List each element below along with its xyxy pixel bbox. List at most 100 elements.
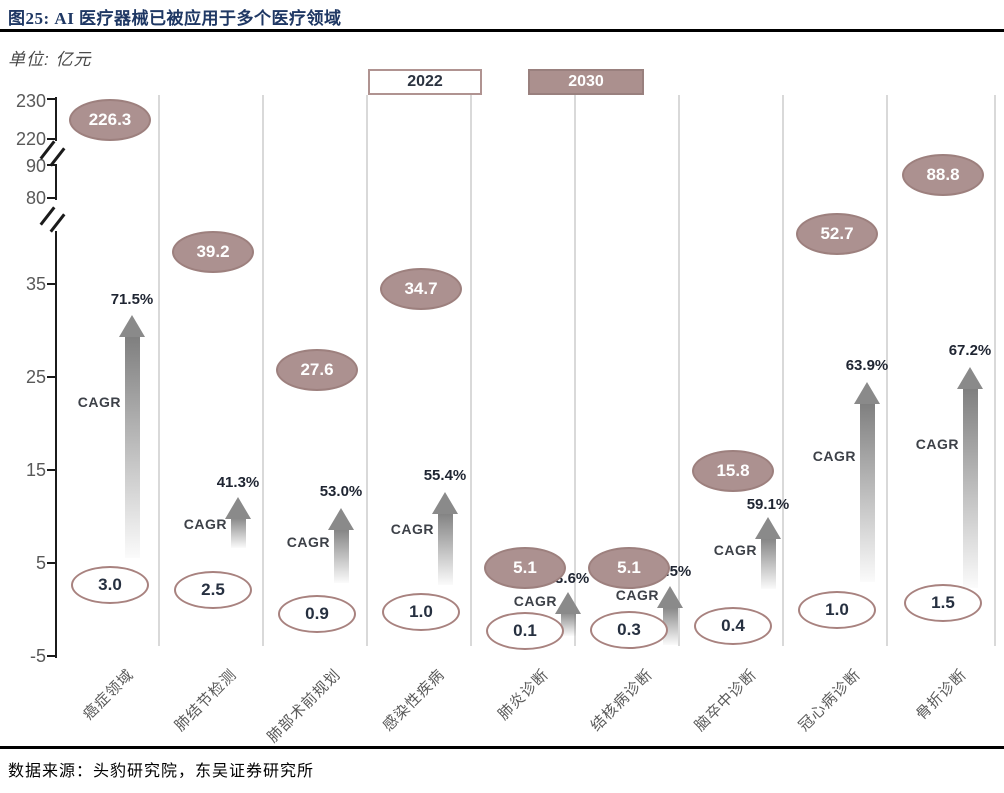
- y-axis-tick: [47, 98, 56, 100]
- value-oval-2030: 27.6: [276, 349, 358, 391]
- category-label: 脑卒中诊断: [691, 666, 761, 735]
- y-tick-label: 220: [15, 129, 46, 149]
- cagr-arrow-head: [328, 508, 354, 530]
- cagr-arrow-shaft: [231, 515, 246, 548]
- cagr-arrow-head: [225, 497, 251, 519]
- figure-title: 图25: AI 医疗器械已被应用于多个医疗领域: [8, 9, 342, 28]
- y-axis-tick: [47, 138, 56, 140]
- cagr-label: CAGR: [77, 394, 121, 410]
- value-oval-2022: 0.4: [694, 607, 772, 645]
- cagr-arrow-shaft: [125, 333, 140, 558]
- y-axis-tick: [47, 469, 56, 471]
- source-note: 数据来源：头豹研究院，东吴证券研究所: [8, 763, 315, 780]
- column-separator: [262, 95, 264, 646]
- cagr-arrow-shaft: [963, 385, 978, 588]
- column-separator: [574, 95, 576, 646]
- axis-break-mark: [49, 147, 66, 167]
- value-oval-2030: 226.3: [69, 99, 151, 141]
- category-label: 肺部术前规划: [264, 666, 345, 747]
- axis-break-mark: [39, 206, 56, 226]
- cagr-label: CAGR: [713, 542, 757, 558]
- value-oval-2030: 5.1: [484, 547, 566, 589]
- cagr-percent-label: 63.9%: [845, 357, 889, 374]
- y-axis-tick: [47, 376, 56, 378]
- category-label: 冠心病诊断: [795, 666, 865, 735]
- column-separator: [782, 95, 784, 646]
- cagr-arrow-head: [657, 586, 683, 608]
- y-axis-line: [55, 231, 57, 658]
- column-separator: [158, 95, 160, 646]
- value-oval-2022: 0.1: [486, 612, 564, 650]
- cagr-arrow-head: [755, 517, 781, 539]
- value-oval-2022: 1.5: [904, 584, 982, 622]
- category-label: 肺结节检测: [171, 666, 241, 735]
- value-oval-2022: 0.9: [278, 595, 356, 633]
- y-axis-line: [55, 97, 57, 141]
- cagr-arrow-shaft: [761, 535, 776, 589]
- cagr-label: CAGR: [812, 448, 856, 464]
- cagr-percent-label: 67.2%: [948, 342, 992, 359]
- cagr-percent-label: 55.4%: [423, 467, 467, 484]
- cagr-arrow-shaft: [561, 610, 576, 636]
- legend-item-2030: 2030: [528, 69, 644, 95]
- y-tick-label: 25: [25, 367, 46, 387]
- cagr-percent-label: 71.5%: [110, 291, 154, 308]
- cagr-label: CAGR: [286, 534, 330, 550]
- value-oval-2030: 39.2: [172, 231, 254, 273]
- y-tick-label: -5: [29, 646, 46, 666]
- axis-break-mark: [49, 213, 66, 233]
- cagr-arrow-head: [957, 367, 983, 389]
- value-oval-2022: 2.5: [174, 571, 252, 609]
- y-tick-label: 35: [25, 274, 46, 294]
- footer-divider: [0, 746, 1004, 749]
- cagr-arrow-head: [119, 315, 145, 337]
- y-axis-tick: [47, 197, 56, 199]
- cagr-percent-label: 41.3%: [216, 474, 260, 491]
- column-separator: [886, 95, 888, 646]
- category-label: 结核病诊断: [587, 666, 657, 735]
- cagr-arrow-head: [432, 492, 458, 514]
- column-separator: [470, 95, 472, 646]
- y-tick-label: 90: [25, 156, 46, 176]
- unit-label: 单位: 亿元: [8, 50, 92, 69]
- value-oval-2030: 15.8: [692, 450, 774, 492]
- value-oval-2022: 3.0: [71, 566, 149, 604]
- value-oval-2030: 5.1: [588, 547, 670, 589]
- cagr-arrow-shaft: [438, 510, 453, 585]
- title-divider: [0, 29, 1004, 32]
- column-separator: [678, 95, 680, 646]
- category-label: 骨折诊断: [912, 666, 971, 724]
- cagr-label: CAGR: [615, 587, 659, 603]
- y-axis-line: [55, 164, 57, 200]
- y-axis-tick: [47, 562, 56, 564]
- column-separator: [366, 95, 368, 646]
- category-label: 感染性疾病: [379, 666, 449, 735]
- cagr-arrow-shaft: [860, 400, 875, 582]
- cagr-label: CAGR: [390, 521, 434, 537]
- cagr-label: CAGR: [915, 436, 959, 452]
- cagr-arrow-head: [854, 382, 880, 404]
- y-tick-label: 5: [35, 553, 46, 573]
- value-oval-2030: 52.7: [796, 213, 878, 255]
- y-tick-label: 15: [25, 460, 46, 480]
- y-axis-tick: [47, 655, 56, 657]
- category-label: 癌症领域: [79, 666, 138, 724]
- value-oval-2022: 1.0: [798, 591, 876, 629]
- value-oval-2030: 34.7: [380, 268, 462, 310]
- category-label: 肺炎诊断: [494, 666, 553, 724]
- column-separator: [994, 95, 996, 646]
- legend-item-2022: 2022: [368, 69, 482, 95]
- value-oval-2030: 88.8: [902, 154, 984, 196]
- value-oval-2022: 1.0: [382, 593, 460, 631]
- cagr-arrow-shaft: [334, 526, 349, 583]
- cagr-arrow-head: [555, 592, 581, 614]
- cagr-percent-label: 59.1%: [746, 496, 790, 513]
- y-axis-tick: [47, 283, 56, 285]
- cagr-percent-label: 53.0%: [319, 483, 363, 500]
- cagr-label: CAGR: [183, 516, 227, 532]
- y-tick-label: 80: [25, 188, 46, 208]
- cagr-label: CAGR: [513, 593, 557, 609]
- y-tick-label: 230: [15, 91, 46, 111]
